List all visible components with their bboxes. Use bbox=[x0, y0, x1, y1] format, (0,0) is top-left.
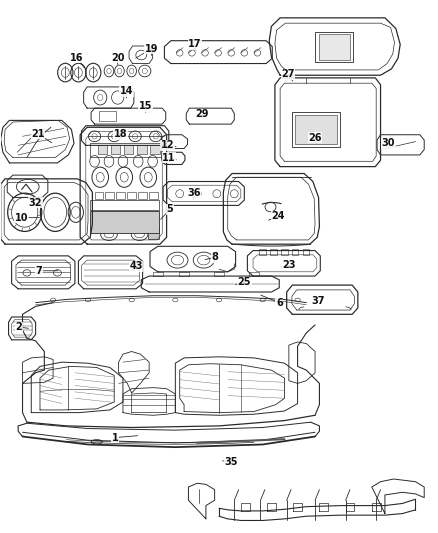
Bar bbox=[137, 145, 147, 155]
Text: 23: 23 bbox=[282, 261, 296, 270]
Bar bbox=[90, 200, 159, 209]
Text: 2: 2 bbox=[16, 322, 22, 332]
Bar bbox=[95, 192, 103, 199]
Text: 8: 8 bbox=[211, 253, 218, 262]
Text: 14: 14 bbox=[120, 86, 133, 96]
Text: 19: 19 bbox=[145, 44, 158, 54]
Text: 27: 27 bbox=[281, 69, 295, 79]
Bar bbox=[148, 228, 159, 239]
Bar bbox=[138, 192, 147, 199]
Bar bbox=[90, 211, 159, 233]
Text: 16: 16 bbox=[71, 53, 84, 63]
Text: 20: 20 bbox=[111, 53, 124, 63]
Text: 18: 18 bbox=[114, 129, 127, 139]
Bar bbox=[99, 111, 117, 121]
Bar bbox=[98, 145, 107, 155]
Text: 35: 35 bbox=[225, 457, 238, 467]
Text: 6: 6 bbox=[276, 297, 283, 308]
Bar bbox=[259, 249, 266, 255]
Text: 12: 12 bbox=[161, 140, 174, 150]
Text: 21: 21 bbox=[31, 128, 45, 139]
Text: 26: 26 bbox=[308, 133, 322, 143]
Text: 43: 43 bbox=[129, 262, 143, 271]
Bar bbox=[315, 31, 353, 62]
Bar bbox=[270, 249, 277, 255]
Text: 29: 29 bbox=[196, 109, 209, 119]
Text: 36: 36 bbox=[187, 188, 201, 198]
Text: 24: 24 bbox=[271, 211, 285, 221]
Text: 17: 17 bbox=[188, 39, 202, 50]
Text: 1: 1 bbox=[112, 433, 118, 442]
Text: 10: 10 bbox=[15, 213, 28, 223]
Bar bbox=[292, 249, 298, 255]
Text: 37: 37 bbox=[312, 296, 325, 306]
Bar bbox=[111, 145, 120, 155]
Bar bbox=[292, 112, 339, 147]
Bar bbox=[281, 249, 288, 255]
Text: 30: 30 bbox=[381, 138, 395, 148]
Bar bbox=[90, 143, 161, 157]
Bar bbox=[318, 34, 350, 60]
Text: 11: 11 bbox=[162, 152, 176, 163]
Bar bbox=[117, 192, 125, 199]
Bar bbox=[124, 145, 134, 155]
Text: 7: 7 bbox=[36, 266, 42, 276]
Text: 32: 32 bbox=[29, 198, 42, 208]
Bar bbox=[295, 115, 337, 144]
Bar bbox=[150, 145, 159, 155]
Text: 5: 5 bbox=[167, 204, 173, 214]
Bar bbox=[149, 192, 158, 199]
Bar bbox=[106, 192, 114, 199]
Bar bbox=[303, 249, 309, 255]
Text: 25: 25 bbox=[237, 278, 251, 287]
Text: 15: 15 bbox=[139, 101, 152, 111]
Bar bbox=[127, 192, 136, 199]
